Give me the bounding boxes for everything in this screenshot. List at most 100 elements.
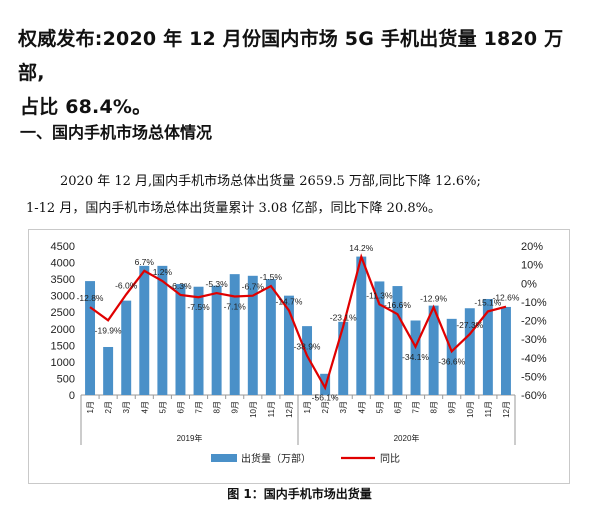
yoy-data-label: -6.3% (169, 281, 192, 291)
bar (121, 300, 132, 395)
x-axis-category-label: 6月 (393, 401, 402, 413)
yoy-data-label: 14.2% (349, 243, 374, 253)
group-label: 2019年 (177, 433, 203, 443)
bar (356, 256, 367, 395)
yoy-data-label: -7.5% (187, 302, 210, 312)
bar (374, 281, 385, 395)
x-axis-category-label: 2月 (104, 401, 113, 413)
x-axis-category-label: 1月 (86, 401, 95, 413)
left-axis-tick-label: 2000 (51, 324, 75, 336)
right-axis-tick-label: 10% (521, 260, 543, 272)
yoy-data-label: -27.3% (456, 320, 483, 330)
right-axis-tick-label: -60% (521, 390, 547, 402)
yoy-data-label: -14.7% (275, 297, 302, 307)
yoy-data-label: -36.6% (438, 356, 465, 366)
summary-paragraph: 2020 年 12 月,国内手机市场总体出货量 2659.5 万部,同比下降 1… (26, 168, 586, 222)
bar (265, 279, 276, 395)
yoy-data-label: -15.1% (474, 297, 501, 307)
yoy-data-label: -16.6% (384, 300, 411, 310)
section-heading: 一、国内手机市场总体情况 (20, 123, 213, 142)
bar (139, 265, 150, 395)
yoy-data-label: -38.9% (294, 342, 321, 352)
right-axis-tick-label: -10% (521, 297, 547, 309)
yoy-data-label: 1.2% (153, 267, 173, 277)
bar (85, 281, 96, 395)
bar (193, 286, 204, 395)
x-axis-category-label: 8月 (430, 401, 439, 413)
x-axis-category-label: 3月 (339, 401, 348, 413)
bar (302, 326, 313, 395)
yoy-data-label: -5.3% (206, 279, 229, 289)
left-axis-tick-label: 3000 (51, 291, 75, 303)
bar (103, 346, 114, 395)
x-axis-category-label: 12月 (285, 401, 294, 418)
left-axis-tick-label: 1500 (51, 340, 75, 352)
article-title: 权威发布:2020 年 12 月份国内市场 5G 手机出货量 1820 万部, … (18, 22, 588, 124)
title-line-1: 权威发布:2020 年 12 月份国内市场 5G 手机出货量 1820 万部, (18, 28, 564, 84)
bar (392, 286, 403, 395)
bar (338, 321, 349, 395)
right-axis-tick-label: -50% (521, 371, 547, 383)
legend-line-label: 同比 (380, 453, 400, 465)
bar (482, 298, 493, 395)
x-axis-category-label: 11月 (484, 401, 493, 417)
yoy-line (89, 253, 507, 391)
x-axis-category-label: 2月 (321, 401, 330, 413)
x-axis-category-label: 4月 (357, 401, 366, 413)
yoy-data-label: -12.6% (492, 293, 519, 303)
x-axis-category-label: 4月 (140, 401, 149, 413)
right-axis-tick-label: 0% (521, 278, 537, 290)
bar (410, 320, 421, 395)
legend-bar-swatch (211, 454, 237, 462)
bar (464, 308, 475, 395)
x-axis-category-label: 10月 (249, 401, 258, 418)
shipments-chart: 0 500 1000 1500 2000 2500 3000 3500 4000 4500 -60%… (28, 229, 570, 484)
bar (229, 274, 240, 395)
yoy-data-label: -56.1% (312, 393, 339, 403)
bar (428, 305, 439, 395)
yoy-data-label: -19.9% (95, 325, 122, 335)
chart-svg: 0 500 1000 1500 2000 2500 3000 3500 4000 4500 -60%… (51, 241, 547, 465)
left-axis-tick-label: 4500 (51, 241, 75, 253)
x-axis-category-label: 10月 (466, 401, 475, 418)
x-axis-category-label: 3月 (122, 401, 131, 413)
bar (446, 318, 457, 395)
yoy-data-label: -1.5% (260, 272, 283, 282)
x-axis-category-label: 7月 (195, 401, 204, 413)
x-axis-category-label: 8月 (213, 401, 222, 413)
paragraph-line-2: 1-12 月，国内手机市场总体出货量累计 3.08 亿部，同比下降 20.8%。 (26, 201, 441, 216)
x-axis-category-label: 5月 (158, 401, 167, 413)
figure-caption: 图 1：国内手机市场出货量 (227, 487, 372, 501)
left-axis-tick-label: 4000 (51, 258, 75, 270)
x-axis-category-label: 9月 (448, 401, 457, 413)
yoy-data-label: 6.7% (135, 257, 155, 267)
bar (283, 295, 294, 395)
right-axis-tick-label: -30% (521, 334, 547, 346)
right-axis-tick-label: -20% (521, 316, 547, 328)
x-axis-category-label: 6月 (176, 401, 185, 413)
left-axis-tick-label: 3500 (51, 274, 75, 286)
bar (211, 285, 222, 395)
x-axis-category-label: 7月 (412, 401, 421, 413)
legend-bar-label: 出货量（万部） (241, 452, 311, 465)
yoy-data-label: -12.8% (77, 293, 104, 303)
right-axis-tick-label: 20% (521, 241, 543, 253)
title-line-2: 占比 68.4%。 (20, 96, 152, 118)
x-axis-category-label: 11月 (267, 401, 276, 417)
left-axis-tick-label: 1000 (51, 357, 75, 369)
x-axis-category-label: 5月 (375, 401, 384, 413)
group-label: 2020年 (394, 433, 420, 443)
x-axis-category-label: 9月 (231, 401, 240, 413)
paragraph-line-1: 2020 年 12 月,国内手机市场总体出货量 2659.5 万部,同比下降 1… (60, 174, 481, 189)
bar (175, 284, 186, 395)
yoy-data-label: -23.1% (330, 312, 357, 322)
yoy-data-label: -6.0% (115, 280, 138, 290)
left-axis-tick-label: 0 (69, 390, 75, 402)
yoy-data-label: -11.3% (366, 290, 393, 300)
bar (500, 306, 511, 395)
left-axis-tick-label: 500 (57, 373, 75, 385)
bar (247, 275, 258, 395)
yoy-data-label: -7.1% (224, 301, 247, 311)
left-axis-tick-label: 2500 (51, 307, 75, 319)
x-axis-category-label: 1月 (303, 401, 312, 413)
